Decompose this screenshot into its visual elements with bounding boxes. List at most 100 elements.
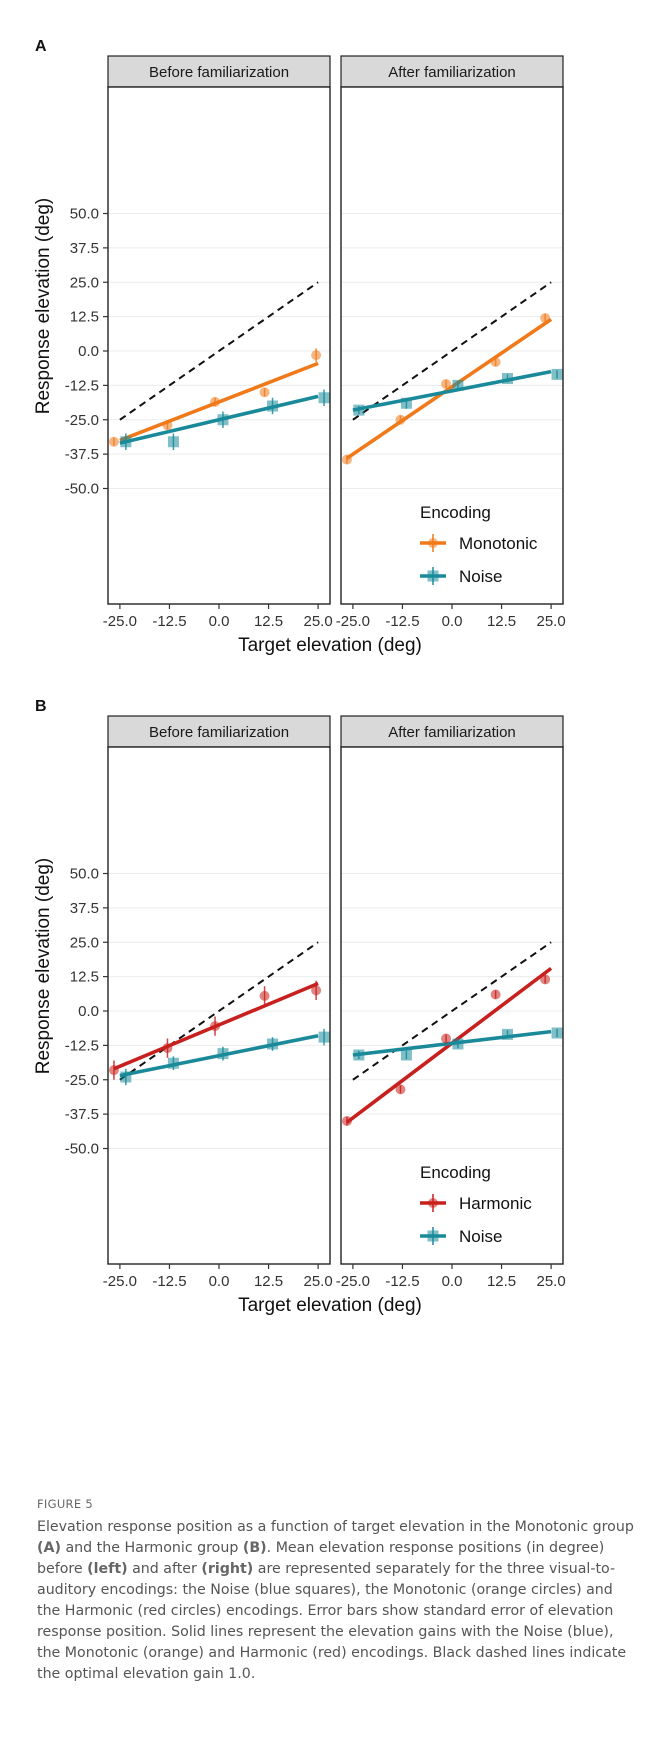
caption-bold-ref: (left) — [87, 1561, 128, 1577]
legend-key-marker — [428, 538, 438, 548]
data-point-noise — [452, 379, 464, 391]
legend: Encoding Monotonic Noise — [420, 503, 538, 586]
facet-after: After familiarization -25.0 -12.5 0.0 12.5 25… — [336, 55, 566, 630]
optimal-gain-reference-line — [119, 941, 319, 1081]
data-point-noise — [120, 1071, 132, 1083]
chart-panel-b: B Before familiarization -25.0 -12.5 0.0 12.5… — [33, 698, 566, 1316]
legend-key-marker — [428, 1198, 438, 1208]
x-tick-label: 12.5 — [254, 1273, 283, 1290]
data-point-harmonic — [395, 1084, 406, 1095]
x-tick-label: -25.0 — [103, 1273, 137, 1290]
x-axis-title: Target elevation (deg) — [238, 1295, 422, 1316]
x-tick-label: 0.0 — [209, 613, 230, 630]
y-tick-label: 37.5 — [70, 900, 99, 917]
data-point-monotonic — [441, 379, 452, 389]
data-point-noise — [551, 368, 563, 380]
y-tick-label: -37.5 — [65, 446, 99, 463]
legend-label-harmonic: Harmonic — [459, 1194, 532, 1213]
panel-label: A — [35, 38, 47, 55]
fit-line-monotonic — [345, 317, 553, 460]
data-point-monotonic — [162, 420, 173, 431]
y-tick-label: -12.5 — [65, 377, 99, 394]
y-tick-label: -50.0 — [65, 481, 99, 498]
facet-before: Before familiarization -25.0 -12.5 0.0 12.5 2… — [103, 715, 333, 1290]
x-tick-label: 25.0 — [537, 1273, 566, 1290]
optimal-gain-reference-line — [119, 281, 319, 421]
data-point-monotonic — [259, 387, 270, 398]
data-point-noise — [353, 1049, 365, 1061]
y-tick-label: 50.0 — [70, 206, 99, 223]
facet-strip — [107, 55, 331, 88]
x-tick-label: -12.5 — [385, 613, 419, 630]
fit-line-noise — [352, 369, 552, 412]
x-tick-label: 0.0 — [442, 1273, 463, 1290]
data-point-harmonic — [540, 974, 551, 985]
legend-title: Encoding — [420, 1163, 491, 1182]
x-tick-label: 0.0 — [209, 1273, 230, 1290]
facet-panel-bg — [108, 747, 330, 1264]
data-point-harmonic — [341, 1116, 352, 1126]
y-tick-label: 50.0 — [70, 866, 99, 883]
data-point-monotonic — [341, 454, 352, 465]
x-tick-label: -12.5 — [152, 613, 186, 630]
facet-panel-bg — [341, 87, 563, 604]
optimal-gain-reference-line — [352, 281, 552, 421]
data-point-monotonic — [490, 357, 501, 367]
facet-strip-label: Before familiarization — [149, 724, 289, 741]
data-point-noise — [400, 1049, 412, 1061]
data-point-monotonic — [108, 436, 119, 447]
y-tick-label: 12.5 — [70, 309, 99, 326]
y-tick-label: -25.0 — [65, 412, 99, 429]
facet-before: Before familiarization -25.0 -12.5 0.0 12.5 2… — [103, 55, 333, 630]
legend-key-marker — [427, 570, 439, 582]
data-point-harmonic — [108, 1065, 119, 1076]
data-point-noise — [353, 404, 365, 416]
y-tick-label: -25.0 — [65, 1072, 99, 1089]
figure-caption: FIGURE 5 Elevation response position as … — [37, 1497, 637, 1685]
data-point-monotonic — [395, 414, 406, 425]
y-tick-label: 25.0 — [70, 934, 99, 951]
x-tick-label: 12.5 — [487, 1273, 516, 1290]
caption-bold-ref: (A) — [37, 1540, 61, 1556]
y-tick-label: -37.5 — [65, 1106, 99, 1123]
legend-title: Encoding — [420, 503, 491, 522]
legend-label-noise: Noise — [459, 1227, 502, 1246]
facet-panel-bg — [341, 747, 563, 1264]
data-point-harmonic — [490, 989, 501, 1000]
x-tick-label: -25.0 — [103, 613, 137, 630]
figure-label: FIGURE 5 — [37, 1497, 93, 1511]
y-tick-label: 12.5 — [70, 969, 99, 986]
data-point-noise — [452, 1038, 464, 1050]
y-tick-label: 25.0 — [70, 274, 99, 291]
x-tick-label: 0.0 — [442, 613, 463, 630]
y-axis-title: Response elevation (deg) — [33, 858, 54, 1075]
x-tick-label: -12.5 — [152, 1273, 186, 1290]
facet-strip-label: Before familiarization — [149, 64, 289, 81]
facet-panel-bg — [108, 87, 330, 604]
data-point-noise — [318, 1031, 330, 1043]
x-tick-label: -12.5 — [385, 1273, 419, 1290]
x-axis-title: Target elevation (deg) — [238, 635, 422, 656]
facet-strip-label: After familiarization — [388, 724, 516, 741]
facet-strip — [340, 715, 564, 748]
x-tick-label: 12.5 — [254, 613, 283, 630]
y-tick-label: 0.0 — [78, 1003, 99, 1020]
data-point-noise — [400, 397, 412, 409]
facet-strip-label: After familiarization — [388, 64, 516, 81]
data-point-harmonic — [259, 990, 270, 1001]
legend-label-monotonic: Monotonic — [459, 534, 538, 553]
y-tick-label: 0.0 — [78, 343, 99, 360]
legend-label-noise: Noise — [459, 567, 502, 586]
x-tick-label: 25.0 — [304, 1273, 333, 1290]
y-tick-label: 37.5 — [70, 240, 99, 257]
data-point-noise — [502, 1028, 513, 1040]
y-tick-label: -12.5 — [65, 1037, 99, 1054]
x-tick-label: 12.5 — [487, 613, 516, 630]
x-tick-label: -25.0 — [336, 1273, 370, 1290]
data-point-noise — [120, 436, 132, 448]
facet-after: After familiarization -25.0 -12.5 0.0 12.5 25… — [336, 715, 566, 1290]
data-point-noise — [267, 1038, 279, 1050]
y-tick-label: -50.0 — [65, 1141, 99, 1158]
data-point-harmonic — [210, 1021, 221, 1032]
